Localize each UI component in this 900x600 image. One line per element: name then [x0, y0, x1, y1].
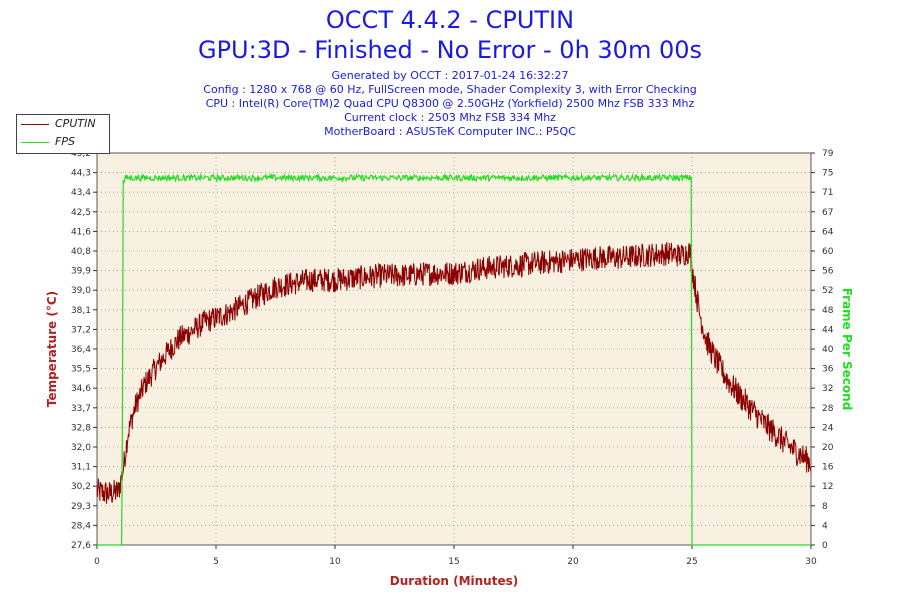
y-tick-label: 29,3	[71, 502, 91, 512]
y-tick-label: 36,4	[71, 345, 91, 355]
x-tick-label: 0	[94, 557, 100, 567]
y-tick-label: 34,6	[71, 384, 91, 394]
y-axis-label: Temperature (°C)	[45, 291, 59, 407]
y-tick-label: 39,9	[71, 267, 91, 277]
right-tick-label: 28	[822, 404, 834, 414]
x-tick-label: 25	[686, 557, 697, 567]
legend: CPUTIN FPS	[16, 114, 110, 154]
y-tick-label: 39,0	[71, 286, 91, 296]
y-tick-label: 41,6	[71, 227, 91, 237]
y-tick-label: 32,8	[71, 423, 91, 433]
legend-item-fps: FPS	[17, 134, 109, 152]
y-tick-label: 27,6	[71, 541, 91, 551]
y-tick-label: 44,3	[71, 169, 91, 179]
y-tick-label: 31,1	[71, 463, 91, 473]
info-config: Config : 1280 x 768 @ 60 Hz, FullScreen …	[203, 83, 697, 96]
chart-title: OCCT 4.4.2 - CPUTIN	[325, 6, 575, 34]
legend-swatch-fps	[21, 142, 49, 143]
y-tick-label: 35,5	[71, 365, 91, 375]
right-tick-label: 56	[822, 267, 834, 277]
y-tick-label: 33,7	[71, 404, 91, 414]
y-tick-label: 38,1	[71, 306, 91, 316]
legend-label-fps: FPS	[55, 135, 75, 148]
legend-label-cputin: CPUTIN	[55, 117, 96, 130]
right-tick-label: 12	[822, 482, 833, 492]
chart-subtitle: GPU:3D - Finished - No Error - 0h 30m 00…	[197, 36, 702, 64]
x-tick-label: 5	[213, 557, 219, 567]
x-tick-label: 30	[805, 557, 817, 567]
x-tick-label: 15	[448, 557, 459, 567]
right-axis-label: Frame Per Second	[840, 288, 854, 411]
right-tick-label: 36	[822, 365, 834, 375]
right-tick-label: 52	[822, 286, 833, 296]
right-tick-label: 44	[822, 325, 834, 335]
right-tick-label: 16	[822, 463, 834, 473]
right-tick-label: 8	[822, 502, 828, 512]
right-tick-label: 40	[822, 345, 834, 355]
right-tick-label: 48	[822, 306, 834, 316]
info-cpu: CPU : Intel(R) Core(TM)2 Quad CPU Q8300 …	[205, 97, 695, 110]
x-tick-label: 20	[567, 557, 579, 567]
right-tick-label: 60	[822, 247, 834, 257]
x-tick-label: 10	[329, 557, 341, 567]
right-tick-label: 67	[822, 208, 833, 218]
y-tick-label: 32,0	[71, 443, 91, 453]
y-tick-label: 43,4	[71, 188, 91, 198]
legend-swatch-cputin	[21, 124, 49, 125]
info-motherboard: MotherBoard : ASUSTeK Computer INC.: P5Q…	[324, 125, 576, 138]
right-tick-label: 0	[822, 541, 828, 551]
info-generated: Generated by OCCT : 2017-01-24 16:32:27	[331, 69, 569, 82]
right-tick-label: 32	[822, 384, 833, 394]
y-tick-label: 37,2	[71, 325, 91, 335]
legend-item-cputin: CPUTIN	[17, 116, 109, 134]
x-axis-label: Duration (Minutes)	[390, 574, 518, 588]
y-tick-label: 40,8	[71, 247, 91, 257]
y-tick-label: 42,5	[71, 208, 91, 218]
info-clock: Current clock : 2503 Mhz FSB 334 Mhz	[344, 111, 556, 124]
y-tick-label: 30,2	[71, 482, 91, 492]
y-tick-label: 45,2	[71, 149, 91, 159]
right-tick-label: 24	[822, 423, 834, 433]
left-axis-ticks: 27,6 28,4 29,3 30,2 31,1 32,0 32,8 33,7 34,6 35,5…	[71, 149, 97, 551]
fps-series-line	[97, 172, 811, 546]
right-tick-label: 79	[822, 149, 834, 159]
right-tick-label: 71	[822, 188, 833, 198]
right-tick-label: 64	[822, 227, 834, 237]
right-tick-label: 4	[822, 521, 828, 531]
right-tick-label: 75	[822, 169, 833, 179]
x-axis-ticks: 0 5 10 15 20 25 30	[94, 545, 817, 567]
y-tick-label: 28,4	[71, 521, 91, 531]
right-tick-label: 20	[822, 443, 834, 453]
